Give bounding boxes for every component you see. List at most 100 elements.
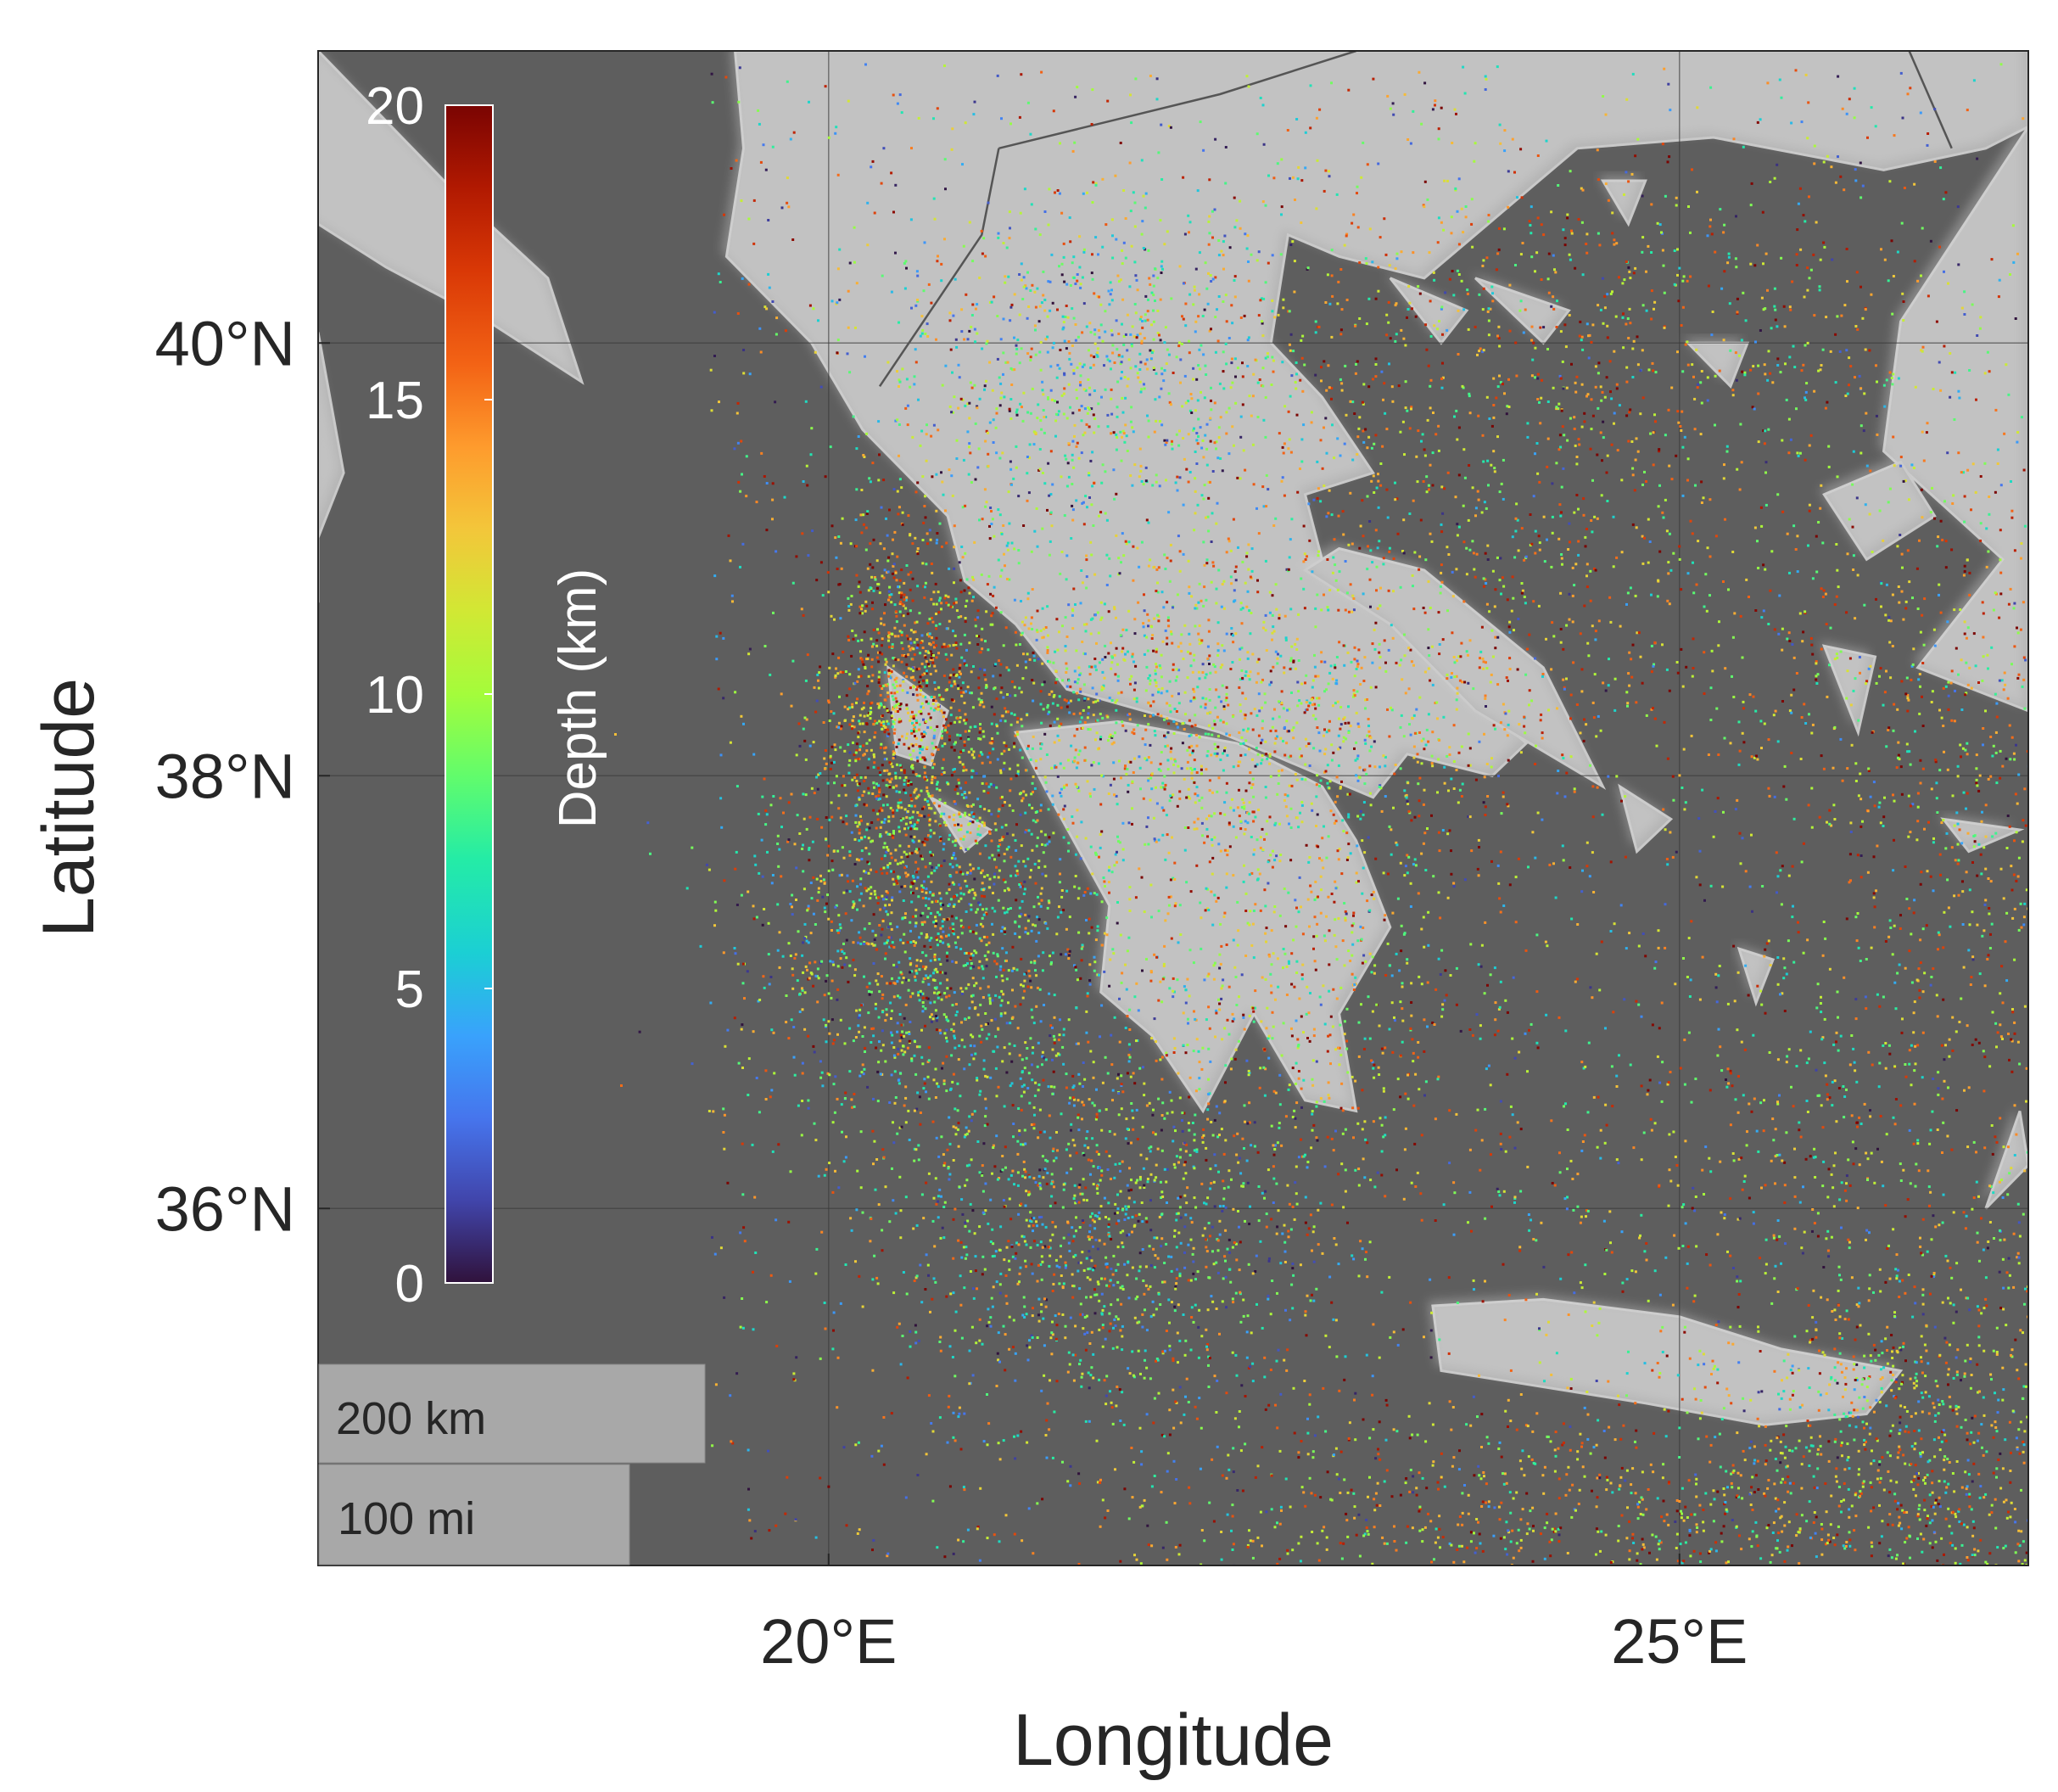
quake-point [1252,853,1255,856]
quake-point [885,1013,888,1016]
quake-point [1030,869,1032,872]
quake-point [1207,1364,1210,1367]
quake-point [1211,1134,1215,1137]
quake-point [1399,767,1402,770]
quake-point [1072,712,1076,715]
quake-point [883,818,886,821]
quake-point [987,994,991,997]
quake-point [987,941,991,944]
quake-point [972,965,976,968]
quake-point [896,925,899,928]
quake-point [1028,974,1032,977]
quake-point [839,816,842,820]
quake-point [1095,1112,1099,1116]
quake-point [892,871,895,874]
quake-point [1071,609,1075,613]
quake-point [1247,748,1250,751]
quake-point [1088,1224,1092,1227]
quake-point [927,794,931,798]
quake-point [910,798,914,801]
quake-point [1253,1121,1256,1124]
quake-point [1041,872,1044,876]
quake-point [1077,931,1081,934]
quake-point [949,674,953,677]
quake-point [851,1106,854,1109]
quake-point [947,1405,950,1408]
quake-point [620,1084,623,1087]
quake-point [1022,1235,1026,1239]
quake-point [821,1084,825,1088]
quake-point [1086,992,1089,995]
quake-point [1167,722,1171,725]
quake-point [1060,889,1064,892]
quake-point [968,1115,971,1118]
quake-point [1422,737,1425,741]
quake-point [1001,1060,1004,1063]
quake-point [982,935,986,938]
quake-point [993,664,997,667]
quake-point [1159,762,1162,765]
quake-point [1272,1177,1276,1180]
quake-point [954,839,957,843]
quake-point [1043,776,1047,779]
quake-point [1224,1139,1228,1142]
quake-point [1035,974,1038,977]
quake-point [1070,744,1073,748]
quake-point [1119,1190,1122,1193]
quake-point [1215,1411,1218,1414]
quake-point [954,1329,957,1332]
quake-point [981,1273,984,1276]
quake-point [1003,1205,1006,1208]
quake-point [903,782,906,786]
quake-point [1209,1168,1212,1171]
quake-point [912,876,915,879]
quake-point [1060,1274,1063,1277]
quake-point [1222,752,1225,755]
quake-point [1076,809,1079,812]
quake-point [763,777,766,781]
quake-point [1085,1296,1088,1299]
quake-point [1127,1217,1130,1219]
quake-point [877,784,881,787]
quake-point [1014,839,1017,842]
quake-point [942,941,945,944]
quake-point [1272,1089,1276,1093]
quake-point [1140,1201,1144,1204]
quake-point [965,796,968,799]
quake-point [1025,666,1027,669]
quake-point [1144,757,1147,760]
quake-point [1031,628,1034,630]
quake-point [847,639,851,641]
quake-point [885,850,888,854]
quake-point [904,792,908,794]
quake-point [1131,807,1133,810]
quake-point [1482,801,1485,804]
quake-point [904,598,908,602]
quake-point [903,624,906,627]
quake-point [964,617,967,619]
quake-point [943,802,947,804]
quake-point [921,923,924,927]
quake-point [1215,754,1218,758]
quake-point [892,563,896,566]
quake-point [1038,1216,1041,1219]
quake-point [1131,655,1134,658]
quake-point [910,731,914,735]
quake-point [836,1097,839,1100]
quake-point [1004,707,1007,710]
quake-point [1278,1122,1281,1125]
quake-point [834,675,837,677]
quake-point [1043,1168,1047,1171]
quake-point [981,894,983,898]
quake-point [952,1072,955,1076]
quake-point [832,849,836,853]
quake-point [1363,1176,1367,1179]
quake-point [1205,697,1208,701]
quake-point [1168,1348,1172,1352]
quake-point [969,930,972,933]
quake-point [954,641,958,645]
quake-point [1009,789,1012,792]
quake-point [861,1063,864,1067]
quake-point [916,645,920,648]
quake-point [1177,764,1180,768]
